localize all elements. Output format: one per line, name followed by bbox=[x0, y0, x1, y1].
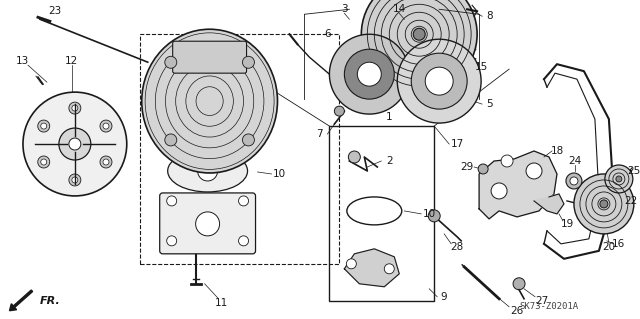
FancyBboxPatch shape bbox=[160, 193, 255, 254]
Circle shape bbox=[413, 28, 425, 40]
Circle shape bbox=[384, 264, 394, 274]
Circle shape bbox=[600, 200, 608, 208]
Ellipse shape bbox=[168, 150, 248, 192]
Circle shape bbox=[605, 165, 633, 193]
Text: 8: 8 bbox=[486, 11, 492, 21]
Text: 2: 2 bbox=[386, 156, 392, 166]
Circle shape bbox=[69, 174, 81, 186]
Text: 29: 29 bbox=[461, 162, 474, 172]
Circle shape bbox=[38, 120, 50, 132]
Circle shape bbox=[165, 134, 177, 146]
Text: 20: 20 bbox=[602, 242, 616, 252]
Bar bbox=[140, 34, 339, 264]
Circle shape bbox=[243, 56, 255, 68]
Circle shape bbox=[103, 123, 109, 129]
Text: 1: 1 bbox=[386, 112, 392, 122]
Circle shape bbox=[69, 102, 81, 114]
Text: 27: 27 bbox=[536, 296, 548, 306]
Circle shape bbox=[198, 161, 218, 181]
Text: 9: 9 bbox=[441, 292, 447, 302]
Bar bbox=[330, 126, 434, 301]
Text: 23: 23 bbox=[48, 6, 61, 16]
Text: 10: 10 bbox=[422, 209, 436, 219]
Circle shape bbox=[491, 183, 507, 199]
Circle shape bbox=[428, 210, 440, 222]
Circle shape bbox=[100, 120, 112, 132]
Circle shape bbox=[103, 159, 109, 165]
Text: 17: 17 bbox=[451, 139, 464, 149]
Circle shape bbox=[41, 159, 47, 165]
Text: SK73-Z0201A: SK73-Z0201A bbox=[519, 302, 578, 311]
Text: 13: 13 bbox=[15, 56, 29, 66]
Circle shape bbox=[239, 196, 248, 206]
Circle shape bbox=[346, 259, 356, 269]
Circle shape bbox=[41, 123, 47, 129]
Circle shape bbox=[69, 138, 81, 150]
Text: 21: 21 bbox=[584, 196, 598, 206]
Text: 16: 16 bbox=[612, 239, 625, 249]
Ellipse shape bbox=[141, 29, 278, 173]
Text: 6: 6 bbox=[324, 29, 331, 39]
Text: 15: 15 bbox=[474, 62, 488, 72]
Polygon shape bbox=[344, 249, 399, 287]
Circle shape bbox=[570, 177, 578, 185]
Text: 19: 19 bbox=[561, 219, 573, 229]
Circle shape bbox=[616, 176, 622, 182]
Text: 25: 25 bbox=[627, 166, 640, 176]
Text: 18: 18 bbox=[550, 146, 564, 156]
Circle shape bbox=[362, 0, 477, 92]
Text: 10: 10 bbox=[273, 169, 286, 179]
Circle shape bbox=[397, 39, 481, 123]
FancyArrow shape bbox=[10, 290, 33, 311]
FancyBboxPatch shape bbox=[173, 41, 246, 73]
Polygon shape bbox=[479, 151, 557, 219]
Circle shape bbox=[72, 105, 78, 111]
Circle shape bbox=[166, 196, 177, 206]
Circle shape bbox=[425, 67, 453, 95]
Text: 24: 24 bbox=[568, 156, 582, 166]
Circle shape bbox=[38, 156, 50, 168]
Circle shape bbox=[526, 163, 542, 179]
Text: 14: 14 bbox=[393, 4, 406, 14]
Polygon shape bbox=[534, 194, 564, 214]
Text: FR.: FR. bbox=[40, 296, 61, 306]
Circle shape bbox=[334, 106, 344, 116]
Circle shape bbox=[166, 236, 177, 246]
Circle shape bbox=[196, 212, 220, 236]
Circle shape bbox=[165, 56, 177, 68]
Circle shape bbox=[23, 92, 127, 196]
Circle shape bbox=[348, 151, 360, 163]
Text: 4: 4 bbox=[386, 62, 392, 72]
Circle shape bbox=[243, 134, 255, 146]
Circle shape bbox=[513, 278, 525, 290]
Text: 3: 3 bbox=[341, 4, 348, 14]
Circle shape bbox=[478, 164, 488, 174]
Text: 26: 26 bbox=[511, 306, 524, 316]
Circle shape bbox=[357, 62, 381, 86]
Text: 12: 12 bbox=[65, 56, 79, 66]
Circle shape bbox=[412, 53, 467, 109]
Circle shape bbox=[566, 173, 582, 189]
Text: 28: 28 bbox=[451, 242, 464, 252]
Circle shape bbox=[100, 156, 112, 168]
Text: 11: 11 bbox=[215, 298, 228, 308]
Circle shape bbox=[72, 177, 78, 183]
Text: 22: 22 bbox=[624, 196, 637, 206]
Circle shape bbox=[501, 155, 513, 167]
Circle shape bbox=[330, 34, 409, 114]
Text: 7: 7 bbox=[316, 129, 323, 139]
Circle shape bbox=[239, 236, 248, 246]
Text: 5: 5 bbox=[486, 99, 492, 109]
Circle shape bbox=[344, 49, 394, 99]
Circle shape bbox=[574, 174, 634, 234]
Circle shape bbox=[59, 128, 91, 160]
